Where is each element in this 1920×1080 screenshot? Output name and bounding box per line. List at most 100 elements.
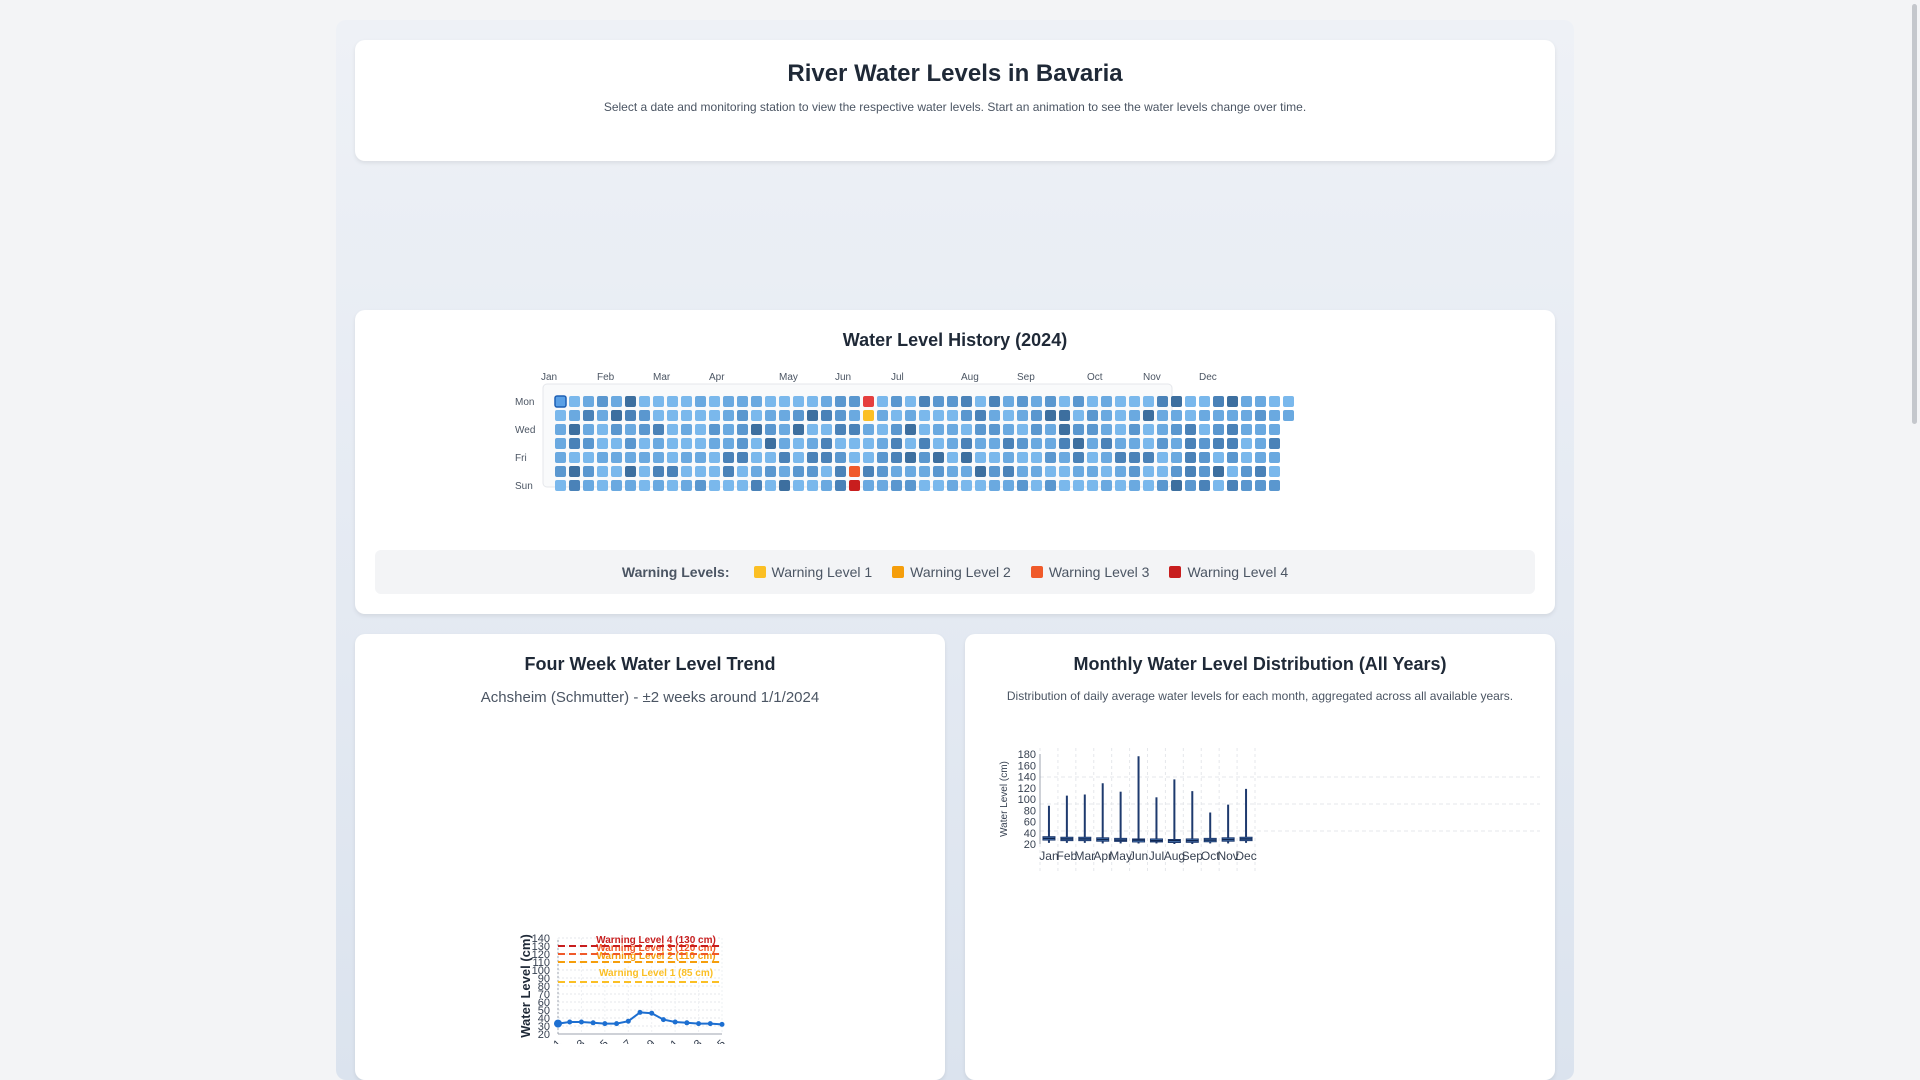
heatmap-cell xyxy=(779,452,790,463)
heatmap-cell xyxy=(1199,438,1210,449)
warning-1-swatch xyxy=(753,566,766,578)
day-label: Wed xyxy=(515,425,535,436)
heatmap-cell xyxy=(821,466,832,477)
heatmap-cell xyxy=(1143,410,1154,421)
heatmap-cell xyxy=(709,466,720,477)
heatmap-cell xyxy=(821,424,832,435)
heatmap-cell xyxy=(1227,480,1238,491)
heatmap-cell xyxy=(849,452,860,463)
scrollbar-thumb[interactable] xyxy=(1912,4,1917,424)
heatmap-cell xyxy=(793,466,804,477)
heatmap-cell xyxy=(597,438,608,449)
heatmap-cell xyxy=(933,396,944,407)
heatmap-cell xyxy=(611,466,622,477)
trend-subtitle: Achsheim (Schmutter) - ±2 weeks around 1… xyxy=(480,689,820,706)
heatmap-cell xyxy=(1185,410,1196,421)
heatmap-cell xyxy=(905,466,916,477)
x-tick-label: Feb xyxy=(1057,849,1078,863)
heatmap-cell xyxy=(1199,424,1210,435)
heatmap-cell xyxy=(597,396,608,407)
heatmap-cell xyxy=(1115,480,1126,491)
heatmap-cell xyxy=(765,396,776,407)
x-tick-label: Mar xyxy=(1074,849,1095,863)
heatmap-cell xyxy=(947,410,958,421)
heatmap-cell xyxy=(737,438,748,449)
heatmap-cell xyxy=(947,438,958,449)
heatmap-cell xyxy=(639,438,650,449)
heatmap-cell xyxy=(611,452,622,463)
heatmap-cell xyxy=(961,452,972,463)
heatmap-cell xyxy=(1171,466,1182,477)
heatmap-cell xyxy=(751,438,762,449)
heatmap-cell xyxy=(821,438,832,449)
heatmap-cell xyxy=(1101,396,1112,407)
heatmap-cell xyxy=(1143,396,1154,407)
heatmap-cell xyxy=(1143,466,1154,477)
heatmap-cell xyxy=(835,396,846,407)
heatmap-cell xyxy=(877,480,888,491)
heatmap-cell xyxy=(583,424,594,435)
heatmap-cell xyxy=(709,410,720,421)
heatmap-cell xyxy=(1185,480,1196,491)
heatmap-cell xyxy=(891,396,902,407)
warning-2-swatch xyxy=(892,566,905,578)
heatmap-cell xyxy=(975,438,986,449)
heatmap-cell xyxy=(1185,452,1196,463)
heatmap-cell xyxy=(639,466,650,477)
heatmap-cell xyxy=(1059,452,1070,463)
heatmap-cell xyxy=(751,396,762,407)
distribution-title: Monthly Water Level Distribution (All Ye… xyxy=(1073,654,1447,674)
heatmap-cell xyxy=(765,410,776,421)
heatmap-cell xyxy=(793,396,804,407)
heatmap-cell xyxy=(695,466,706,477)
heatmap-cell xyxy=(1185,466,1196,477)
heatmap-cell xyxy=(1003,410,1014,421)
heatmap-cell xyxy=(1073,480,1084,491)
heatmap-cell xyxy=(821,452,832,463)
y-tick-label: 30 xyxy=(538,1021,550,1033)
scrollbar[interactable] xyxy=(1910,0,1920,1080)
heatmap-cell xyxy=(1101,438,1112,449)
heatmap-cell xyxy=(863,438,874,449)
y-tick-label: 100 xyxy=(1018,794,1036,806)
heatmap-cell xyxy=(1003,396,1014,407)
heatmap-cell xyxy=(569,438,580,449)
y-tick-label: 60 xyxy=(1024,817,1036,829)
heatmap-cell xyxy=(835,438,846,449)
heatmap-cell xyxy=(1213,452,1224,463)
data-point xyxy=(649,1010,655,1016)
x-tick-label: Dec xyxy=(1235,849,1256,863)
distribution-card: Monthly Water Level Distribution (All Ye… xyxy=(965,634,1555,1080)
heatmap-cell xyxy=(1017,410,1028,421)
heatmap-cell xyxy=(835,466,846,477)
heatmap-cell xyxy=(1059,438,1070,449)
data-point xyxy=(684,1020,690,1026)
heatmap-cell xyxy=(989,424,1000,435)
heatmap-cell xyxy=(765,424,776,435)
data-point xyxy=(672,1019,678,1025)
heatmap-cell xyxy=(765,466,776,477)
heatmap-cell xyxy=(919,452,930,463)
heatmap-cell xyxy=(807,452,818,463)
heatmap-cell xyxy=(1059,480,1070,491)
heatmap-cell xyxy=(1017,452,1028,463)
heatmap-cell xyxy=(1227,438,1238,449)
heatmap-cell xyxy=(625,410,636,421)
y-tick-label: 40 xyxy=(1024,828,1036,840)
heatmap-cell xyxy=(877,466,888,477)
x-tick-label: Apr xyxy=(1093,849,1112,863)
heatmap-cell xyxy=(709,452,720,463)
y-tick-label: 130 xyxy=(532,941,550,953)
heatmap-cell xyxy=(1255,452,1266,463)
heatmap-cell xyxy=(569,410,580,421)
heatmap-cell xyxy=(1241,396,1252,407)
heatmap-cell xyxy=(793,480,804,491)
heatmap-cell xyxy=(1059,410,1070,421)
heatmap-cell xyxy=(1269,396,1280,407)
heatmap-cell xyxy=(1227,410,1238,421)
heatmap-cell xyxy=(1045,410,1056,421)
heatmap-cell xyxy=(667,438,678,449)
heatmap-cell xyxy=(947,466,958,477)
x-tick-label: Jul xyxy=(1149,849,1164,863)
heatmap-cell xyxy=(863,424,874,435)
